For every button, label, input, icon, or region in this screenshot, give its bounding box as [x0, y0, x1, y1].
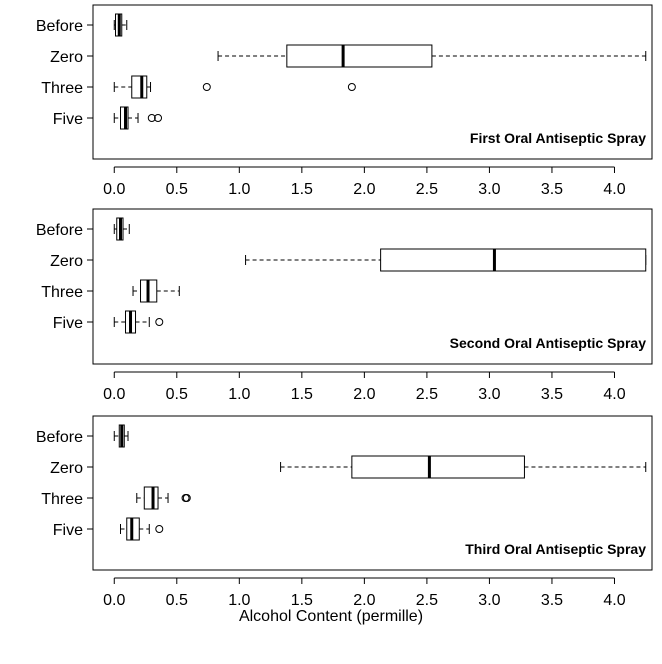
box-zero: [280, 455, 647, 479]
x-tick-label: 2.0: [353, 592, 375, 609]
x-tick-label: 0.0: [103, 386, 125, 403]
plot-frame: [92, 208, 653, 365]
y-tick-label: Before: [36, 429, 83, 446]
y-tick-label: Before: [36, 222, 83, 239]
x-tick-label: 2.5: [416, 181, 438, 198]
outlier-point: [155, 318, 164, 326]
outlier-point: [202, 83, 211, 91]
x-tick-label: 1.5: [291, 386, 313, 403]
chart-panel-3: Before Zero Three Five 0.0 0.5 1.0 1.5 2.0 2.5 3.0…: [36, 415, 653, 609]
y-tick-label: Three: [41, 284, 83, 301]
x-tick-label: 4.0: [603, 181, 625, 198]
plot-frame: [92, 415, 653, 571]
plot-frame: [92, 4, 653, 160]
y-tick-label: Before: [36, 18, 83, 35]
x-tick-label: 2.5: [416, 386, 438, 403]
x-tick-label: 4.0: [603, 592, 625, 609]
box-iqr: [351, 455, 525, 479]
x-tick-label: 1.0: [228, 181, 250, 198]
x-tick-label: 4.0: [603, 386, 625, 403]
outlier-point: [182, 494, 191, 502]
y-tick-label: Zero: [50, 460, 83, 477]
box-before: [113, 217, 130, 241]
y-tick-label: Five: [53, 111, 83, 128]
x-tick-label: 3.5: [541, 181, 563, 198]
x-tick-label: 3.0: [478, 592, 500, 609]
x-tick-label: 3.0: [478, 181, 500, 198]
box-three: [136, 486, 191, 510]
x-tick-label: 0.0: [103, 592, 125, 609]
x-tick-label: 1.0: [228, 386, 250, 403]
box-five: [113, 106, 163, 130]
x-tick-label: 2.5: [416, 592, 438, 609]
outlier-point: [154, 114, 163, 122]
y-tick-label: Three: [41, 491, 83, 508]
box-before: [113, 13, 128, 37]
x-tick-label: 0.5: [166, 592, 188, 609]
box-iqr: [143, 486, 159, 510]
x-tick-label: 0.5: [166, 181, 188, 198]
box-iqr: [131, 75, 148, 99]
panel-title: Second Oral Antiseptic Spray: [450, 335, 647, 351]
y-tick-label: Three: [41, 80, 83, 97]
x-tick-label: 2.0: [353, 181, 375, 198]
y-tick-label: Five: [53, 522, 83, 539]
box-zero: [245, 248, 647, 272]
y-tick-label: Five: [53, 315, 83, 332]
x-tick-label: 1.0: [228, 592, 250, 609]
box-five: [120, 517, 164, 541]
x-tick-label: 1.5: [291, 592, 313, 609]
box-iqr: [286, 44, 433, 68]
x-tick-label: 0.0: [103, 181, 125, 198]
x-axis-label: Alcohol Content (permille): [238, 608, 424, 625]
x-tick-label: 3.0: [478, 386, 500, 403]
panel-title: First Oral Antiseptic Spray: [470, 130, 646, 146]
x-tick-label: 0.5: [166, 386, 188, 403]
outlier-point: [147, 114, 156, 122]
y-tick-label: Zero: [50, 49, 83, 66]
box-five: [113, 310, 164, 334]
x-tick-label: 3.5: [541, 386, 563, 403]
y-tick-label: Zero: [50, 253, 83, 270]
box-three: [132, 279, 180, 303]
outlier-point: [347, 83, 356, 91]
x-tick-label: 3.5: [541, 592, 563, 609]
chart-panel-2: Before Zero Three Five 0.0 0.5 1.0 1.5 2.0 2.5 3.0…: [36, 208, 653, 403]
panel-title: Third Oral Antiseptic Spray: [465, 541, 646, 557]
x-tick-label: 1.5: [291, 181, 313, 198]
box-iqr: [380, 248, 647, 272]
chart-panel-1: Before Zero Three Five 0.0 0.5 1.0 1.5 2.0 2.5 3.0…: [36, 4, 653, 198]
outlier-point: [155, 525, 164, 533]
box-before: [113, 424, 129, 448]
x-tick-label: 2.0: [353, 386, 375, 403]
box-zero: [217, 44, 647, 68]
box-three: [113, 75, 356, 99]
